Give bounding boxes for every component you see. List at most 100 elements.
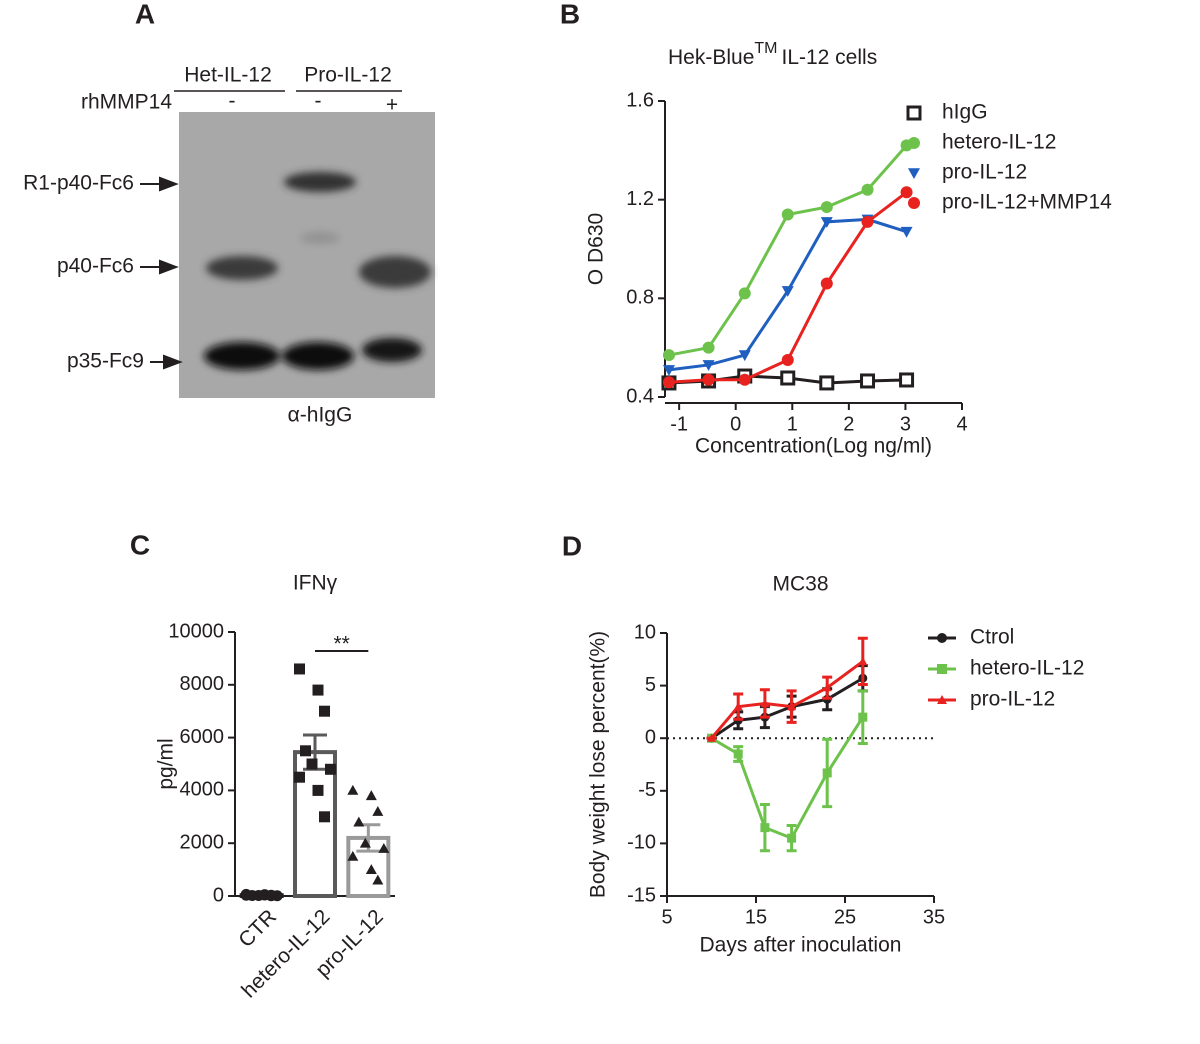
marker: [738, 373, 751, 386]
legend-label: hetero-IL-12: [942, 131, 1056, 154]
marker: [707, 733, 716, 742]
marker: [312, 684, 324, 696]
marker: [781, 286, 794, 297]
marker: [306, 758, 318, 770]
chart-title: Hek-BlueTM IL-12 cells: [668, 40, 877, 68]
y-tick-label: 10000: [168, 620, 224, 642]
marker: [760, 698, 770, 708]
marker: [860, 373, 876, 389]
marker: [733, 702, 743, 711]
chart-title: MC38: [772, 573, 828, 596]
marker: [781, 354, 794, 366]
panel-letter: C: [130, 529, 150, 560]
marker: [365, 790, 377, 801]
marker: [900, 226, 913, 238]
marker: [820, 277, 833, 290]
y-tick-label: 1.2: [626, 188, 654, 210]
y-tick-label: 0.4: [626, 385, 654, 407]
marker: [372, 806, 384, 816]
x-axis-title: Concentration(Log ng/ml): [695, 435, 932, 458]
marker: [738, 287, 751, 300]
legend-label: pro-IL-12+MMP14: [942, 191, 1112, 214]
marker: [899, 372, 915, 388]
title-rest: IL-12 cells: [781, 46, 877, 69]
marker: [265, 890, 277, 902]
marker: [858, 712, 868, 722]
y-tick-label: 10: [634, 621, 656, 643]
panel-letter: B: [560, 0, 580, 29]
marker: [738, 350, 751, 362]
x-tick-label: 4: [956, 413, 967, 435]
x-axis-title: Days after inoculation: [700, 934, 902, 957]
marker: [820, 217, 833, 228]
legend-marker: [908, 168, 920, 179]
legend-label: pro-IL-12: [942, 161, 1027, 184]
y-tick-label: 5: [645, 674, 656, 696]
marker: [347, 784, 359, 795]
panel-letter: A: [135, 0, 155, 29]
y-axis-title: Body weight lose percent(%): [587, 631, 610, 898]
band: [204, 342, 280, 370]
band: [362, 338, 422, 362]
x-tick-label: 35: [923, 906, 945, 928]
treatment-mark: -: [315, 90, 322, 113]
legend-label: pro-IL-12: [970, 688, 1055, 711]
band: [284, 172, 356, 192]
marker: [359, 837, 371, 848]
x-tick-label: CTR: [234, 905, 281, 952]
marker: [781, 208, 794, 221]
marker: [900, 186, 913, 199]
marker: [819, 375, 835, 391]
legend-marker: [906, 105, 922, 121]
legend-marker: [908, 137, 920, 149]
y-tick-label: 0.8: [626, 287, 654, 309]
x-tick-label: 1: [787, 413, 798, 435]
marker: [662, 376, 675, 389]
marker: [294, 663, 305, 675]
y-tick-label: -15: [627, 884, 656, 906]
legend-marker: [908, 197, 920, 209]
marker: [319, 705, 330, 717]
marker: [319, 811, 330, 823]
marker: [822, 768, 832, 778]
y-tick-label: 2000: [180, 831, 225, 853]
marker: [787, 702, 797, 711]
marker: [300, 745, 311, 757]
marker: [702, 341, 715, 354]
marker: [240, 889, 252, 901]
legend-label: Ctrol: [970, 626, 1014, 649]
band: [206, 256, 278, 280]
marker: [861, 183, 874, 196]
band: [359, 256, 431, 288]
marker: [294, 771, 305, 783]
x-tick-label: -1: [670, 413, 688, 435]
significance-label: **: [333, 633, 349, 656]
marker: [820, 201, 833, 214]
marker: [312, 784, 324, 796]
marker: [822, 683, 832, 692]
band: [282, 342, 354, 370]
x-tick-label: 5: [661, 906, 672, 928]
lane-group-label: Het-IL-12: [184, 64, 272, 87]
marker: [861, 215, 874, 228]
marker: [372, 874, 384, 885]
marker: [662, 365, 675, 376]
treatment-mark: -: [229, 90, 236, 113]
legend-label: hIgG: [942, 101, 988, 124]
band: [300, 232, 340, 244]
band-label: p35-Fc9: [67, 350, 144, 373]
y-tick-label: 8000: [180, 673, 225, 695]
legend-marker: [937, 633, 947, 643]
treatment-label: rhMMP14: [81, 91, 172, 114]
panel-letter: D: [562, 530, 582, 561]
x-tick-label: 2: [843, 413, 854, 435]
error-bar: [303, 733, 327, 771]
bands: [204, 172, 431, 370]
title-main: Hek-Blue: [668, 46, 754, 69]
error-bar: [356, 823, 381, 853]
gel: [179, 112, 435, 398]
marker: [733, 749, 743, 759]
marker: [662, 349, 675, 362]
band-arrows: [140, 176, 183, 370]
